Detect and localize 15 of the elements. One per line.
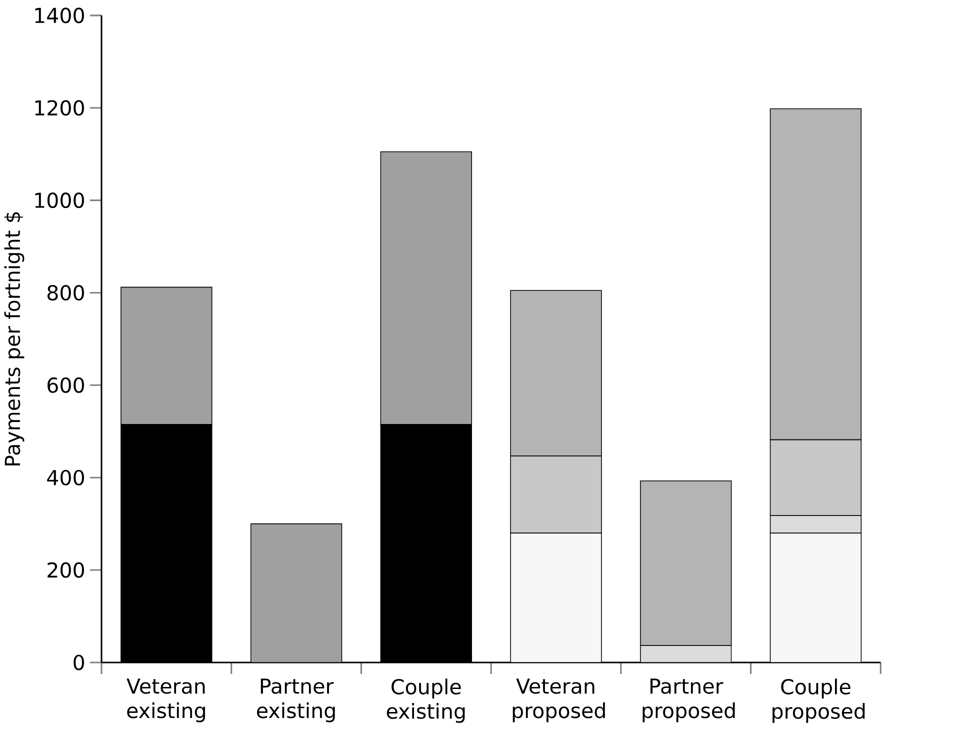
y-tick-label: 1400 — [35, 7, 84, 23]
y-tick-label: 1000 — [35, 192, 84, 208]
y-tick-label: 1200 — [35, 100, 84, 116]
x-tick-label: Couple existing — [386, 678, 465, 723]
x-tick-label: Partner existing — [257, 678, 335, 722]
y-tick-label: 400 — [47, 470, 84, 486]
y-tick-label: 800 — [48, 284, 84, 300]
y-axis-title: Payments per fortnight $ — [4, 212, 24, 466]
y-tick-label: 600 — [48, 377, 84, 393]
y-tick-label: 200 — [48, 562, 84, 578]
x-tick-label: Couple proposed — [772, 678, 865, 723]
y-tick-label: 0 — [74, 654, 84, 670]
x-tick-label: Veteran proposed — [512, 678, 605, 722]
x-tick-label: Veteran existing — [126, 678, 205, 722]
x-tick-label: Partner proposed — [642, 678, 735, 722]
